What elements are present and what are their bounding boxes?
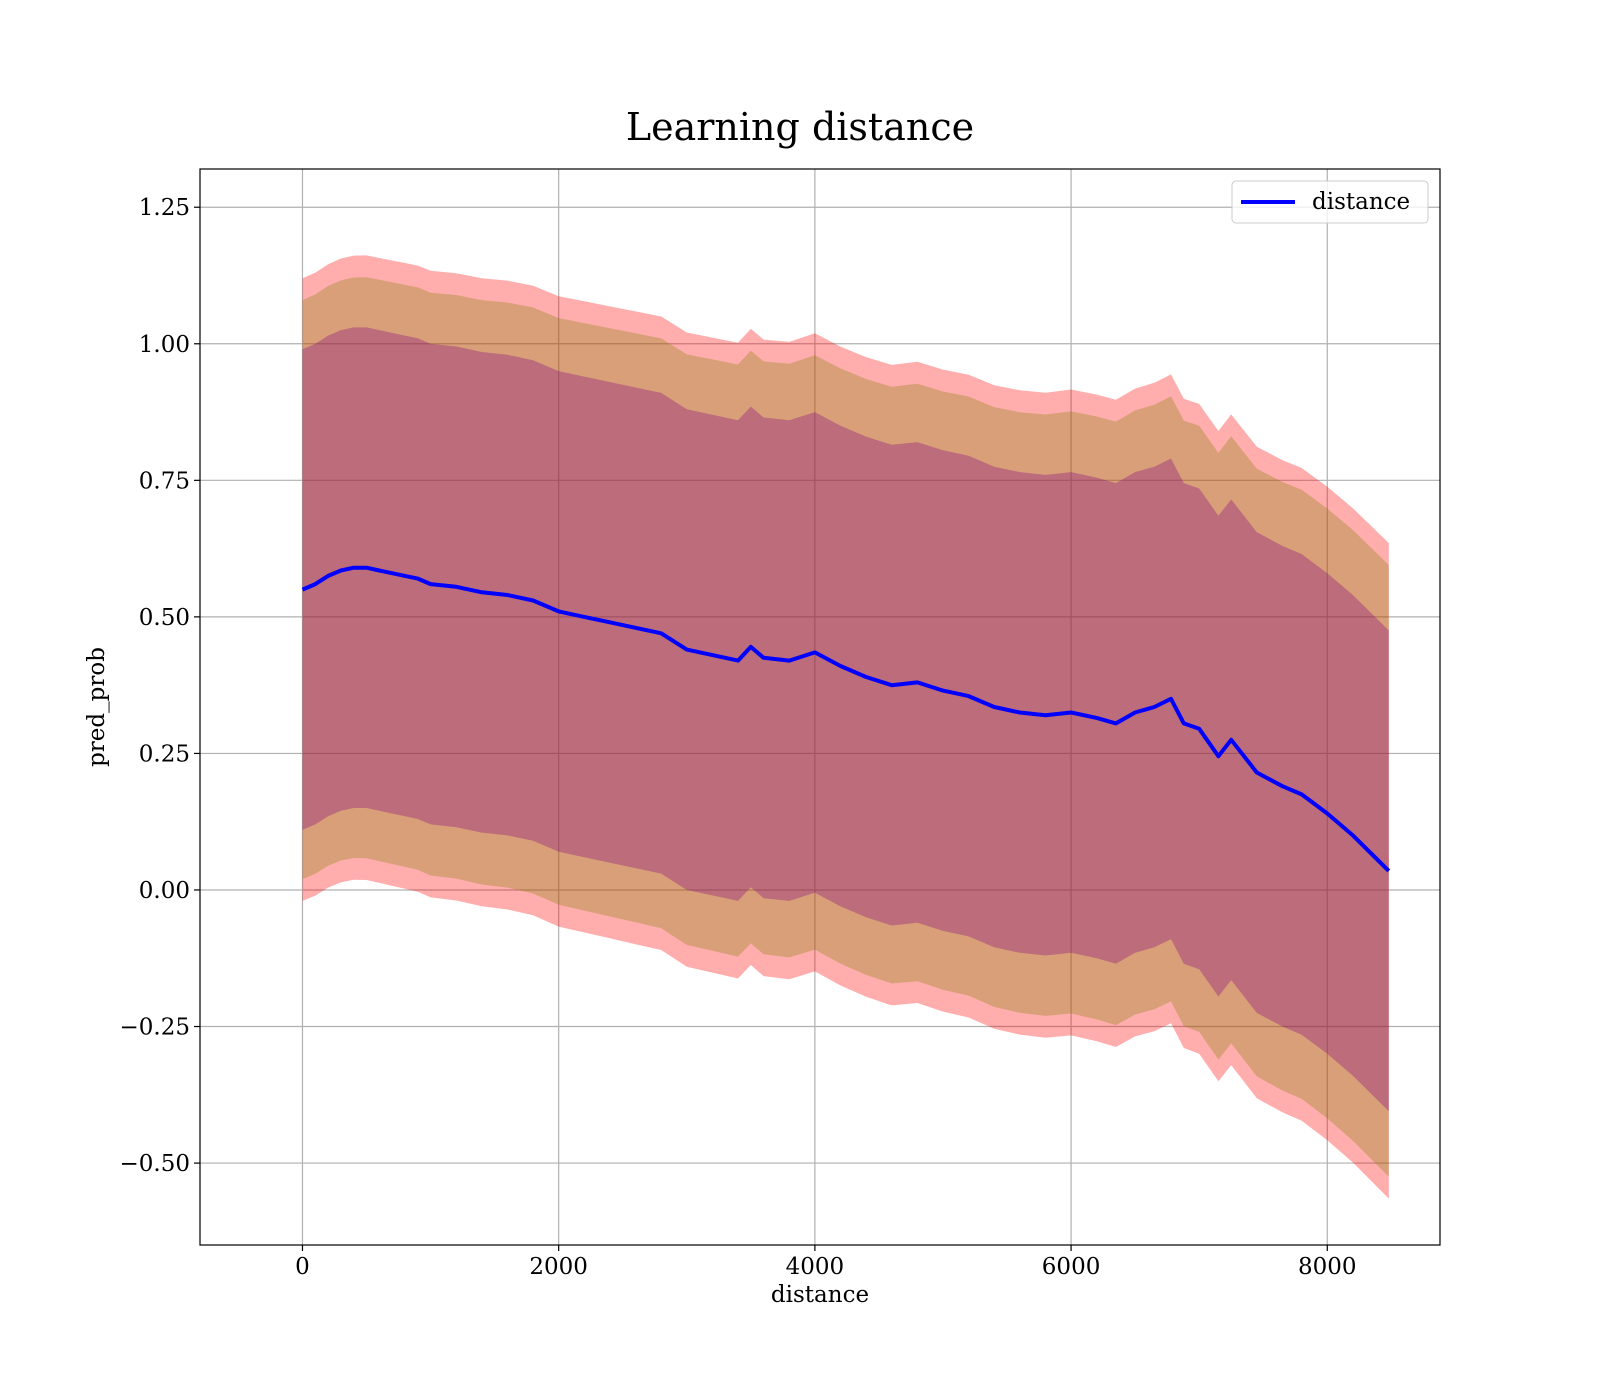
y-tick-label: 1.25 <box>139 195 190 221</box>
chart-title: Learning distance <box>626 105 974 149</box>
confidence-bands <box>302 255 1389 1199</box>
y-tick-label: −0.50 <box>120 1151 190 1177</box>
x-axis-label: distance <box>771 1282 869 1308</box>
series-line-distance <box>301 565 1391 873</box>
y-axis-label: pred_prob <box>84 647 110 767</box>
x-tick-label: 8000 <box>1298 1254 1357 1280</box>
x-tick-label: 0 <box>295 1254 310 1280</box>
band-outer <box>302 255 1389 1199</box>
y-tick-label: 1.00 <box>139 332 190 358</box>
band-middle <box>302 277 1389 1177</box>
series-lines <box>301 565 1391 873</box>
x-tick-label: 4000 <box>786 1254 845 1280</box>
legend-label-distance: distance <box>1312 189 1410 215</box>
y-tick-label: 0.75 <box>139 468 190 494</box>
y-tick-label: −0.25 <box>120 1015 190 1041</box>
band-inner <box>302 327 1389 1112</box>
x-tick-label: 2000 <box>529 1254 588 1280</box>
plot-frame <box>199 168 1441 1246</box>
x-tick-label: 6000 <box>1042 1254 1101 1280</box>
y-tick-label: 0.25 <box>139 741 190 767</box>
y-tick-label: 0.50 <box>139 605 190 631</box>
legend: distance <box>1231 180 1429 224</box>
y-tick-label: 0.00 <box>139 878 190 904</box>
axis-ticks: 0 2000 4000 6000 8000 −0.50 −0.25 0.00 0.25 0.50 0… <box>120 195 1357 1280</box>
legend-box <box>1231 180 1429 224</box>
